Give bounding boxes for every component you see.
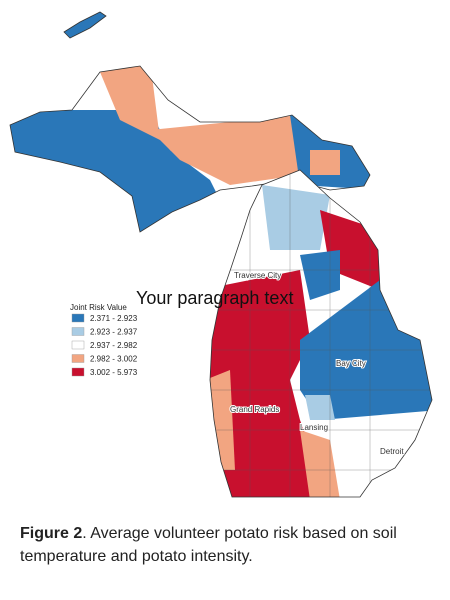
legend-swatch bbox=[71, 367, 85, 377]
isle-royale bbox=[63, 11, 107, 39]
legend-swatch bbox=[71, 354, 85, 363]
city-label: Lansing bbox=[300, 423, 328, 432]
legend-swatch bbox=[71, 340, 85, 350]
city-label: Detroit bbox=[380, 447, 404, 456]
zone bbox=[262, 185, 330, 250]
caption: Figure 2. Average volunteer potato risk … bbox=[20, 522, 435, 568]
legend-swatch bbox=[71, 313, 85, 323]
up-outline bbox=[9, 65, 371, 233]
zone bbox=[310, 150, 340, 175]
caption-label: Figure 2 bbox=[20, 525, 83, 542]
city-label: Traverse City bbox=[234, 271, 281, 280]
caption-text: . Average volunteer potato risk based on… bbox=[20, 525, 397, 565]
legend-label: 2.982 - 3.002 bbox=[90, 355, 138, 364]
zone bbox=[150, 115, 300, 185]
overlay-text: Your paragraph text bbox=[136, 288, 294, 308]
legend: Joint Risk Value 2.371 - 2.923 2.923 - 2.… bbox=[70, 303, 138, 377]
legend-label: 2.371 - 2.923 bbox=[90, 314, 138, 323]
legend-swatch bbox=[71, 327, 85, 336]
legend-label: 2.923 - 2.937 bbox=[90, 328, 138, 337]
legend-title: Joint Risk Value bbox=[70, 303, 127, 312]
map: Traverse City Bay City Grand Rapids Lans… bbox=[9, 11, 433, 498]
city-label: Grand Rapids bbox=[230, 405, 279, 414]
zone bbox=[95, 66, 160, 140]
zone bbox=[305, 395, 335, 420]
lp-outline bbox=[209, 169, 433, 498]
legend-label: 3.002 - 5.973 bbox=[90, 368, 138, 377]
county-grid bbox=[210, 170, 432, 497]
city-label: Bay City bbox=[336, 359, 366, 368]
legend-label: 2.937 - 2.982 bbox=[90, 341, 138, 350]
lower-peninsula bbox=[210, 170, 432, 497]
